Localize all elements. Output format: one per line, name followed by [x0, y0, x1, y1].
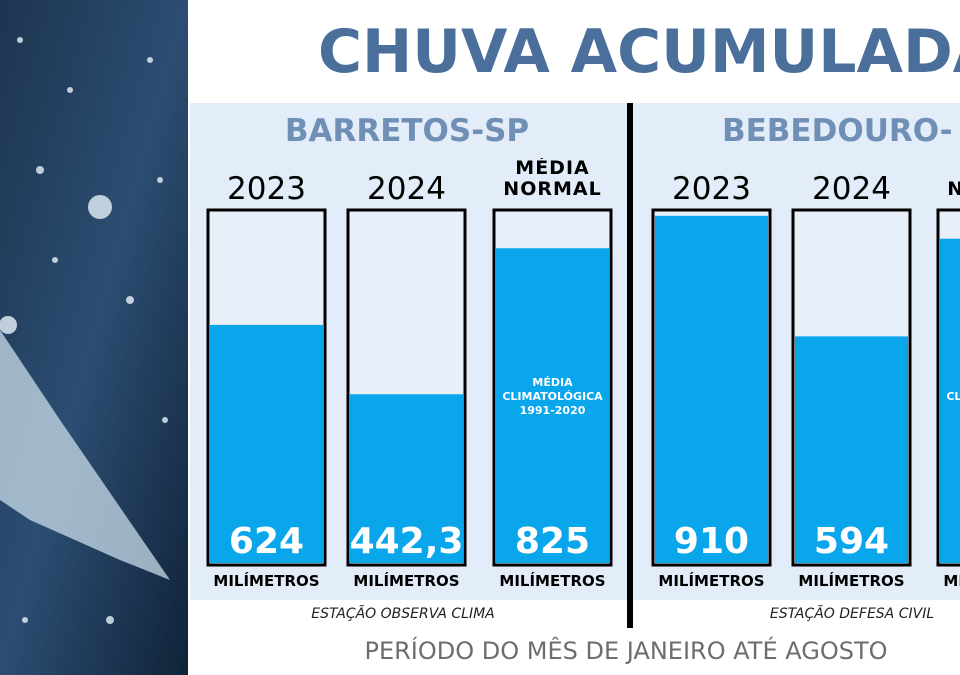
category-label-box: MÉDIA NORMAL: [503, 158, 602, 200]
annotation-box: MÉDIA CLIMATOLÓGICA 1991-2020: [946, 390, 960, 403]
unit-label: MILÍMETROS: [499, 571, 605, 590]
category-label: 2023: [672, 171, 751, 207]
station-note: ESTAÇÃO DEFESA CIVIL: [770, 605, 934, 622]
category-label: MÉDIA NORMAL: [503, 158, 602, 200]
umbrella-edge: [0, 330, 170, 580]
value-label: 825: [515, 521, 590, 562]
subtitle: PERÍODO DO MÊS DE JANEIRO ATÉ AGOSTO: [364, 636, 887, 665]
unit-label: MILÍMETROS: [798, 571, 904, 590]
location-title: BEBEDOURO-: [722, 113, 953, 149]
bar: [350, 394, 463, 563]
category-label: MÉDIA NORMAL: [947, 158, 960, 200]
unit-label: MILÍMETROS: [353, 571, 459, 590]
bar: [795, 336, 908, 563]
rain-drops: [0, 37, 168, 624]
category-label: 2024: [367, 171, 446, 207]
location-title: BARRETOS-SP: [285, 113, 529, 149]
station-note: ESTAÇÃO OBSERVA CLIMA: [311, 605, 495, 622]
value-label: 624: [229, 521, 304, 562]
bar: [496, 248, 609, 563]
bar: [655, 215, 768, 563]
category-label: 2023: [227, 171, 306, 207]
title: CHUVA ACUMULADA: [318, 17, 960, 87]
unit-label: MILÍMETROS: [943, 571, 960, 590]
bar: [940, 238, 960, 563]
value-label: 594: [814, 521, 889, 562]
annotation: MÉDIA CLIMATOLÓGICA 1991-2020: [502, 376, 603, 417]
value-label: 442,3: [350, 521, 464, 562]
annotation-box: MÉDIA CLIMATOLÓGICA 1991-2020: [502, 376, 603, 417]
unit-label: MILÍMETROS: [213, 571, 319, 590]
unit-label: MILÍMETROS: [658, 571, 764, 590]
bar: [210, 324, 323, 563]
annotation: MÉDIA CLIMATOLÓGICA 1991-2020: [946, 390, 960, 403]
category-label: 2024: [812, 171, 891, 207]
category-label-box: MÉDIA NORMAL: [947, 158, 960, 200]
value-label: 910: [674, 521, 749, 562]
